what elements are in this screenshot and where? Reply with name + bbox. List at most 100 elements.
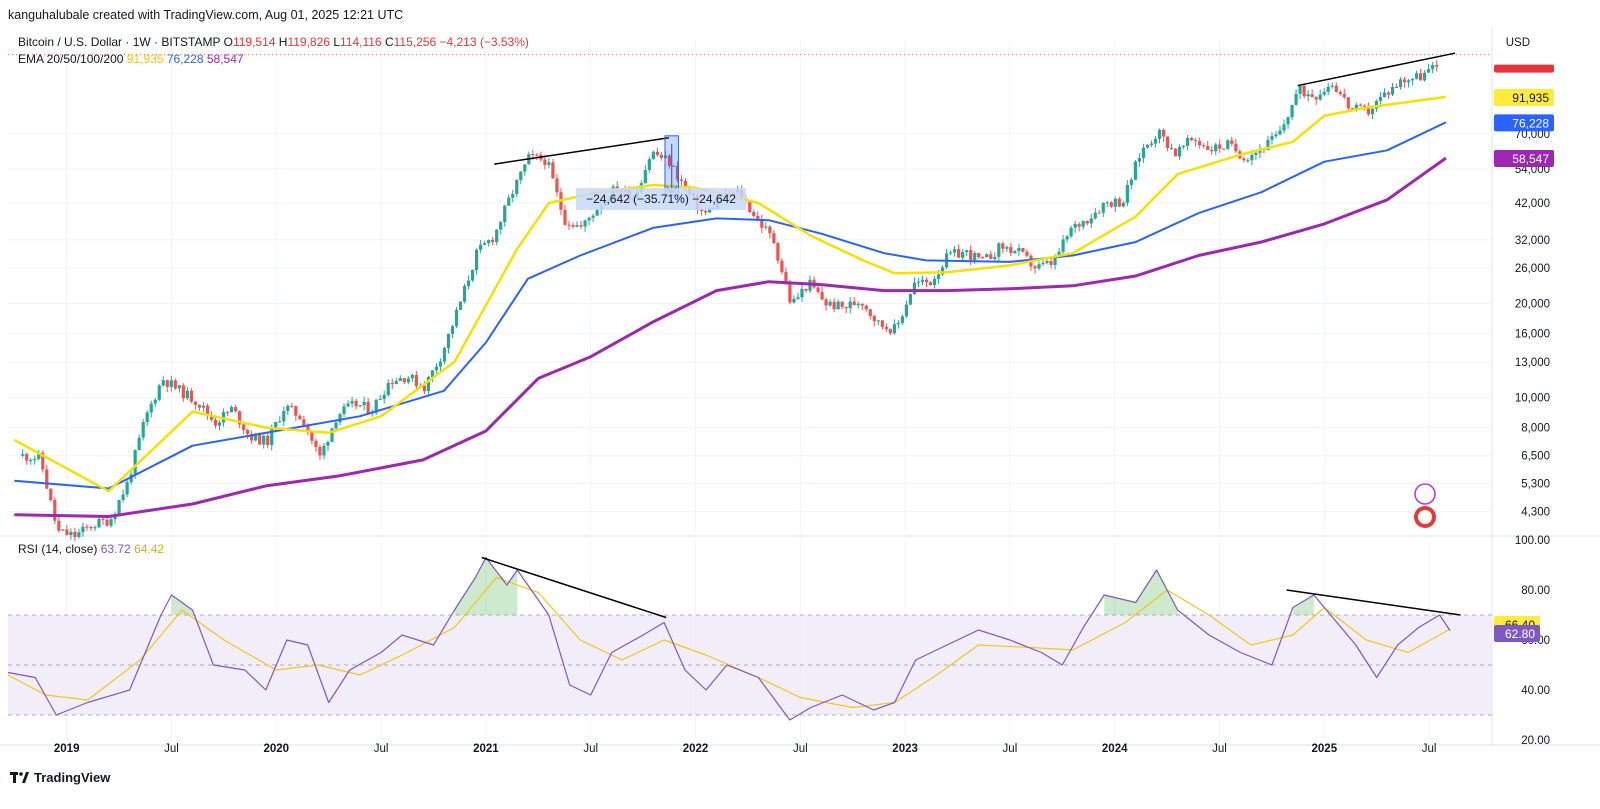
candle-body (587, 217, 591, 221)
candle-body (1053, 256, 1057, 265)
rsi-value: 63.72 (100, 542, 131, 556)
price-tick-label: 6,500 (1521, 451, 1550, 463)
ema20-badge: 91,935 (1512, 91, 1549, 105)
candle-body (258, 433, 262, 445)
symbol-legend: Bitcoin / U.S. Dollar · 1W · BITSTAMP O1… (18, 35, 529, 49)
candle-body (33, 458, 37, 461)
time-tick-label: Jul (164, 743, 179, 755)
candle-body (547, 162, 551, 165)
candle-body (390, 382, 394, 385)
candle-body (450, 326, 455, 334)
candle-body (1246, 160, 1250, 162)
candle-body (912, 282, 917, 295)
price-tick-label: 13,000 (1515, 357, 1550, 369)
candle-body (1125, 184, 1129, 203)
rsi-legend: RSI (14, close) 63.72 64.42 (18, 542, 164, 556)
candle-body (153, 399, 157, 404)
time-tick-label: 2019 (54, 743, 80, 755)
candle-body (1214, 144, 1218, 152)
rsi-line (7, 556, 1451, 721)
candle-body (655, 151, 659, 156)
candle-body (940, 267, 945, 275)
rsi-overbought-fill (1104, 570, 1178, 615)
rsi-trendline (481, 556, 667, 619)
candle-body (358, 405, 362, 407)
candle-body (1406, 80, 1411, 83)
time-tick-label: 2025 (1312, 743, 1338, 755)
ema50-value: 76,228 (166, 52, 204, 66)
candle-body (1161, 129, 1166, 137)
candle-body (487, 240, 491, 244)
candle-body (250, 433, 254, 441)
candle-body (969, 250, 973, 261)
candle-body (37, 452, 41, 459)
candle-body (856, 303, 860, 306)
candle-body (499, 222, 503, 230)
candle-body (374, 399, 378, 413)
candle-body (1338, 91, 1342, 94)
candle-body (458, 301, 463, 310)
candle-body (772, 233, 776, 244)
candle-body (908, 294, 913, 305)
candle-body (1061, 239, 1065, 252)
candle-body (65, 529, 69, 535)
candle-body (270, 428, 274, 446)
candle-body (1423, 72, 1427, 81)
candle-body (242, 424, 246, 430)
candle-body (282, 411, 286, 422)
candle-body (1431, 65, 1435, 70)
candle-body (213, 419, 218, 426)
candle-body (1306, 94, 1310, 97)
candle-body (310, 432, 314, 441)
high-label: H (278, 35, 288, 49)
candle-body (965, 250, 969, 253)
candle-body (1302, 85, 1306, 97)
candle-body (346, 403, 350, 407)
candle-body (1230, 140, 1234, 144)
candle-body (426, 377, 430, 392)
candle-body (1117, 198, 1121, 207)
candle-body (989, 254, 993, 259)
ema50-badge-bg (1494, 114, 1554, 132)
ema100-badge-bg (1494, 150, 1554, 168)
candle-body (543, 159, 547, 165)
candle-body (1009, 247, 1013, 253)
candle-body (197, 404, 202, 408)
candle-body (1398, 79, 1403, 88)
candle-body (430, 370, 435, 378)
flag-icon-inner (1418, 510, 1432, 524)
candle-body (531, 154, 535, 156)
candle-body (101, 518, 105, 520)
price-tick-label: 8,000 (1521, 423, 1550, 435)
candle-body (201, 405, 206, 408)
ema20-value: 91,935 (126, 52, 164, 66)
close-label: C (384, 35, 394, 49)
candle-body (932, 278, 937, 286)
time-tick-label: 2021 (473, 743, 499, 755)
currency-label: USD (1506, 37, 1530, 49)
candle-body (169, 380, 173, 387)
candle-body (322, 445, 326, 456)
candle-body (824, 299, 828, 306)
price-tick-label: 32,000 (1515, 235, 1550, 247)
candle-body (262, 435, 266, 445)
rsi-overbought-fill (171, 595, 193, 615)
candle-body (1049, 261, 1053, 265)
candle-body (852, 301, 856, 306)
rsi-tick-label: 40.00 (1521, 685, 1550, 697)
candle-body (860, 303, 864, 306)
candle-body (1274, 134, 1278, 137)
candle-body (977, 252, 981, 258)
candle-body (1069, 227, 1073, 237)
candle-body (326, 441, 330, 446)
candle-body (77, 532, 81, 538)
price-tick-label: 70,000 (1515, 129, 1550, 141)
candle-body (61, 529, 65, 531)
candle-body (1382, 92, 1387, 98)
rsi-badge: 62.80 (1505, 627, 1535, 641)
rsi-label: RSI (14, close) (18, 542, 98, 556)
candle-body (888, 328, 892, 334)
price-tick-label: 16,000 (1515, 329, 1550, 341)
candle-body (21, 454, 25, 456)
